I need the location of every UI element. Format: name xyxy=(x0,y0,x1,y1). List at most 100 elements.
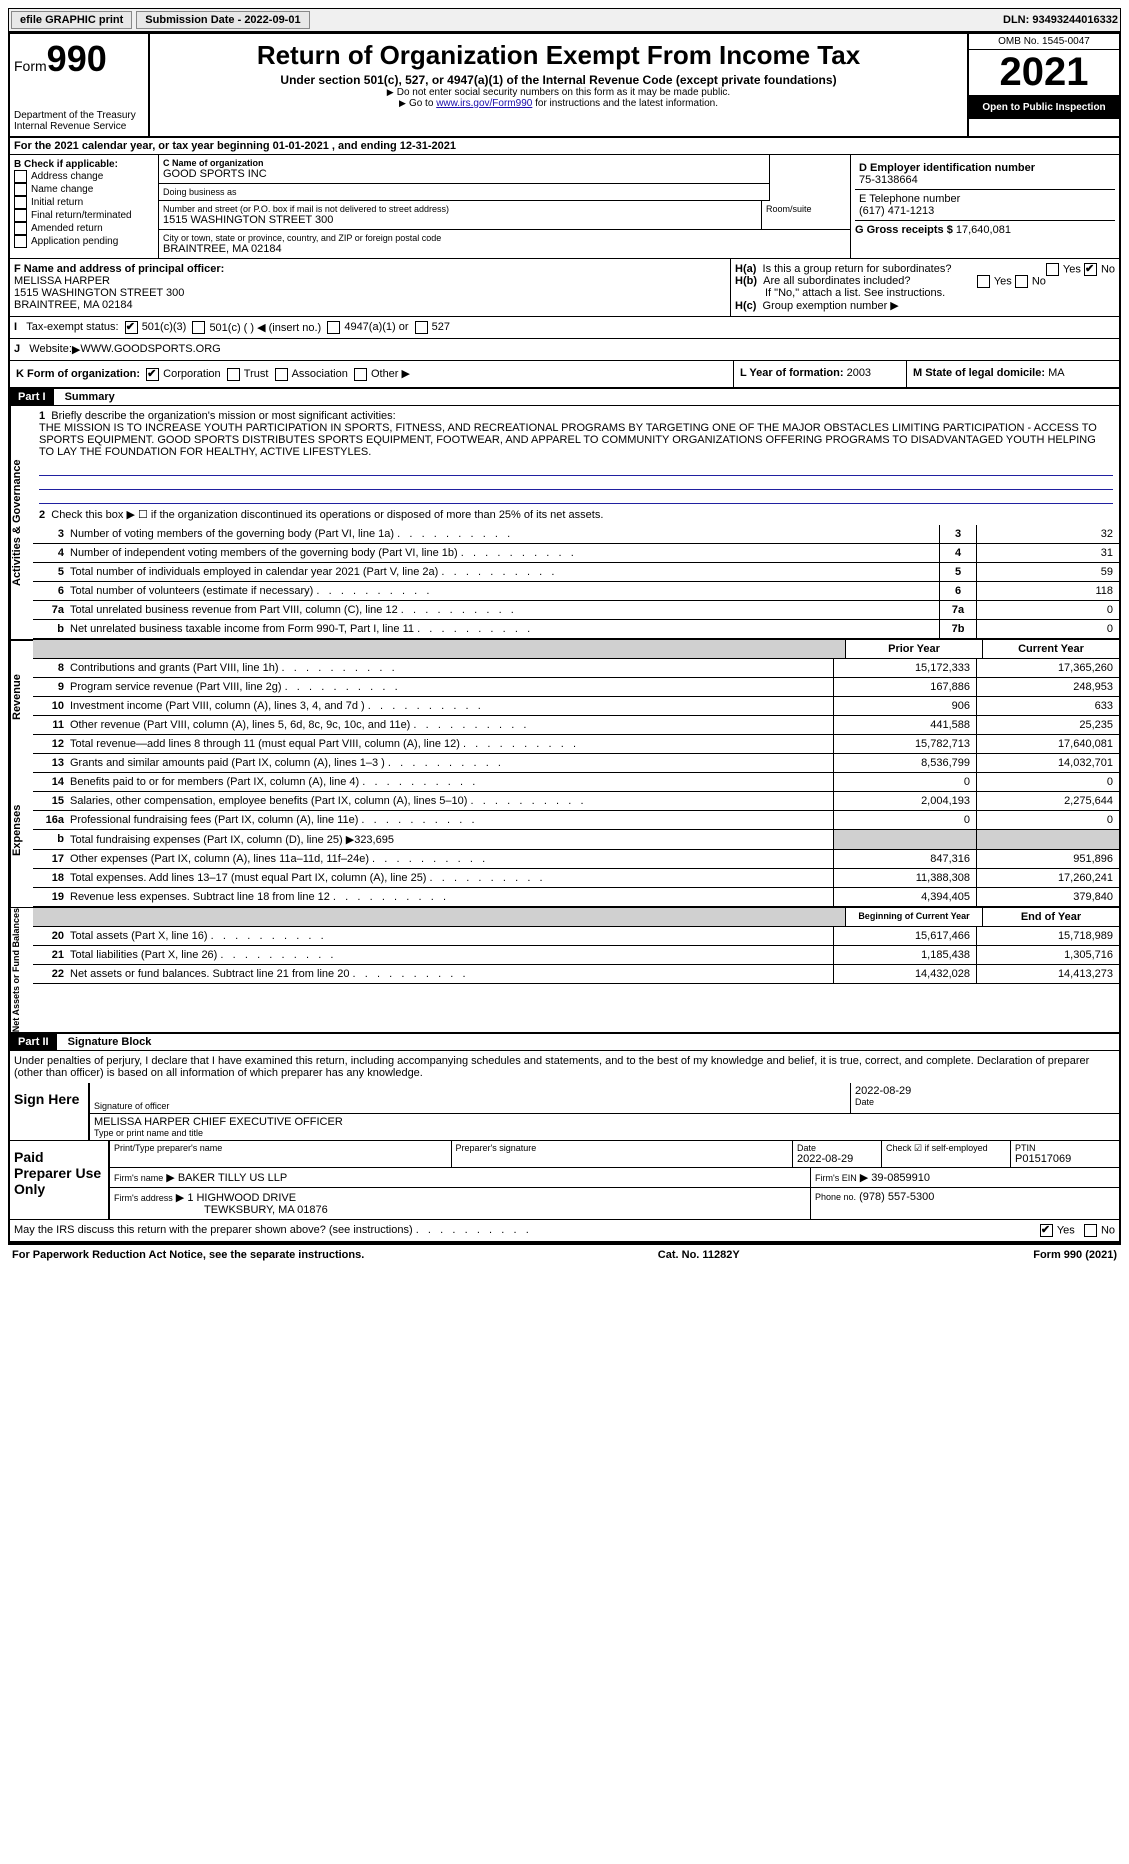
firm-addr1: 1 HIGHWOOD DRIVE xyxy=(187,1192,296,1204)
city-label: City or town, state or province, country… xyxy=(163,233,846,243)
sig-date: 2022-08-29 xyxy=(855,1085,1115,1097)
check-other[interactable] xyxy=(354,368,367,381)
firm-addr-label: Firm's address xyxy=(114,1193,173,1203)
check-trust[interactable] xyxy=(227,368,240,381)
ha-no[interactable] xyxy=(1084,263,1097,276)
submission-date-button[interactable]: Submission Date - 2022-09-01 xyxy=(136,11,309,29)
section-fh: F Name and address of principal officer:… xyxy=(10,258,1119,316)
sig-officer-label: Signature of officer xyxy=(94,1101,846,1111)
m-label: M State of legal domicile: xyxy=(913,367,1045,379)
summary-line-21: 21 Total liabilities (Part X, line 26) 1… xyxy=(33,946,1119,965)
summary-line-13: 13 Grants and similar amounts paid (Part… xyxy=(33,754,1119,773)
vlabel-revenue: Revenue xyxy=(10,640,33,754)
ha-yes[interactable] xyxy=(1046,263,1059,276)
summary-line-19: 19 Revenue less expenses. Subtract line … xyxy=(33,888,1119,907)
vlabel-expenses: Expenses xyxy=(10,754,33,907)
check-527[interactable] xyxy=(415,321,428,334)
officer-city: BRAINTREE, MA 02184 xyxy=(14,299,726,311)
check-initial-return[interactable] xyxy=(14,196,27,209)
footer-catno: Cat. No. 11282Y xyxy=(658,1249,740,1261)
hc-label: Group exemption number xyxy=(763,300,888,312)
c-name-label: C Name of organization xyxy=(163,158,765,168)
hb-no[interactable] xyxy=(1015,275,1028,288)
header-right: OMB No. 1545-0047 2021 Open to Public In… xyxy=(967,34,1119,136)
sign-here-row: Sign Here Signature of officer 2022-08-2… xyxy=(10,1083,1119,1141)
footer-right: Form 990 (2021) xyxy=(1033,1249,1117,1261)
check-4947[interactable] xyxy=(327,321,340,334)
section-c: C Name of organization GOOD SPORTS INC D… xyxy=(159,155,850,258)
check-501c3[interactable] xyxy=(125,321,138,334)
officer-name: MELISSA HARPER xyxy=(14,275,726,287)
dba-label: Doing business as xyxy=(163,187,765,197)
check-final-return[interactable] xyxy=(14,209,27,222)
line1-label: Briefly describe the organization's miss… xyxy=(51,410,395,422)
summary-line-10: 10 Investment income (Part VIII, column … xyxy=(33,697,1119,716)
summary-line-14: 14 Benefits paid to or for members (Part… xyxy=(33,773,1119,792)
firm-ein: 39-0859910 xyxy=(871,1172,930,1184)
prep-date-label: Date xyxy=(797,1143,877,1153)
summary-line-b: b Total fundraising expenses (Part IX, c… xyxy=(33,830,1119,850)
firm-ein-label: Firm's EIN xyxy=(815,1173,857,1183)
check-association[interactable] xyxy=(275,368,288,381)
firm-name: BAKER TILLY US LLP xyxy=(178,1172,287,1184)
section-i: I Tax-exempt status: 501(c)(3) 501(c) ( … xyxy=(10,316,1119,339)
check-corporation[interactable] xyxy=(146,368,159,381)
paid-preparer-label: Paid Preparer Use Only xyxy=(10,1141,108,1219)
form-header: Form990 Department of the Treasury Inter… xyxy=(10,34,1119,138)
summary-line-17: 17 Other expenses (Part IX, column (A), … xyxy=(33,850,1119,869)
blank-num xyxy=(33,908,67,926)
summary-line-20: 20 Total assets (Part X, line 16) 15,617… xyxy=(33,927,1119,946)
may-irs-yes[interactable] xyxy=(1040,1224,1053,1237)
blank-text xyxy=(67,640,845,658)
check-address-change[interactable] xyxy=(14,170,27,183)
check-application-pending[interactable] xyxy=(14,235,27,248)
part2-title: Signature Block xyxy=(60,1036,152,1048)
vlabel-governance: Activities & Governance xyxy=(10,406,33,639)
mission-text: THE MISSION IS TO INCREASE YOUTH PARTICI… xyxy=(39,422,1097,458)
form-label: Form xyxy=(14,58,47,74)
efile-print-button[interactable]: efile GRAPHIC print xyxy=(11,11,132,29)
summary-line-9: 9 Program service revenue (Part VIII, li… xyxy=(33,678,1119,697)
open-public-badge: Open to Public Inspection xyxy=(969,96,1119,119)
col-current-year: Current Year xyxy=(982,640,1119,658)
may-irs-no[interactable] xyxy=(1084,1224,1097,1237)
part1-badge: Part I xyxy=(10,389,54,405)
check-name-change[interactable] xyxy=(14,183,27,196)
officer-name-title: MELISSA HARPER CHIEF EXECUTIVE OFFICER xyxy=(94,1116,1115,1128)
hb-yes[interactable] xyxy=(977,275,990,288)
city-value: BRAINTREE, MA 02184 xyxy=(163,243,846,255)
summary-line-3: 3 Number of voting members of the govern… xyxy=(33,525,1119,544)
perjury-text: Under penalties of perjury, I declare th… xyxy=(10,1051,1119,1083)
state-domicile: MA xyxy=(1048,367,1065,379)
part1-col-headers: Revenue Prior Year Current Year 8 Contri… xyxy=(10,639,1119,754)
section-bcdefg: B Check if applicable: Address change Na… xyxy=(10,155,1119,258)
gross-receipts-label: G Gross receipts $ xyxy=(855,224,953,236)
c-spacer xyxy=(769,155,850,201)
section-h: H(a) Is this a group return for subordin… xyxy=(731,259,1119,316)
form-subtitle: Under section 501(c), 527, or 4947(a)(1)… xyxy=(154,73,963,87)
irs-link[interactable]: www.irs.gov/Form990 xyxy=(436,98,532,109)
check-501c[interactable] xyxy=(192,321,205,334)
firm-name-label: Firm's name xyxy=(114,1173,163,1183)
org-name: GOOD SPORTS INC xyxy=(163,168,765,180)
website-label: Website: xyxy=(29,343,72,356)
mission-line xyxy=(39,476,1113,490)
col-begin-year: Beginning of Current Year xyxy=(845,908,982,926)
firm-phone: (978) 557-5300 xyxy=(859,1191,934,1203)
prep-sig-label: Preparer's signature xyxy=(456,1143,789,1153)
b-label: B Check if applicable: xyxy=(14,159,154,170)
summary-line-5: 5 Total number of individuals employed i… xyxy=(33,563,1119,582)
firm-phone-label: Phone no. xyxy=(815,1192,856,1202)
form-title: Return of Organization Exempt From Incom… xyxy=(156,40,961,71)
page-footer: For Paperwork Reduction Act Notice, see … xyxy=(8,1243,1121,1265)
blank-num xyxy=(33,640,67,658)
l-label: L Year of formation: xyxy=(740,367,844,379)
summary-line-18: 18 Total expenses. Add lines 13–17 (must… xyxy=(33,869,1119,888)
check-self-employed: Check ☑ if self-employed xyxy=(882,1141,1011,1167)
part1-header: Part I Summary xyxy=(10,387,1119,406)
form-number: 990 xyxy=(47,38,107,79)
phone-value: (617) 471-1213 xyxy=(859,205,1111,217)
check-amended-return[interactable] xyxy=(14,222,27,235)
ha-label: Is this a group return for subordinates? xyxy=(763,263,952,275)
officer-street: 1515 WASHINGTON STREET 300 xyxy=(14,287,726,299)
